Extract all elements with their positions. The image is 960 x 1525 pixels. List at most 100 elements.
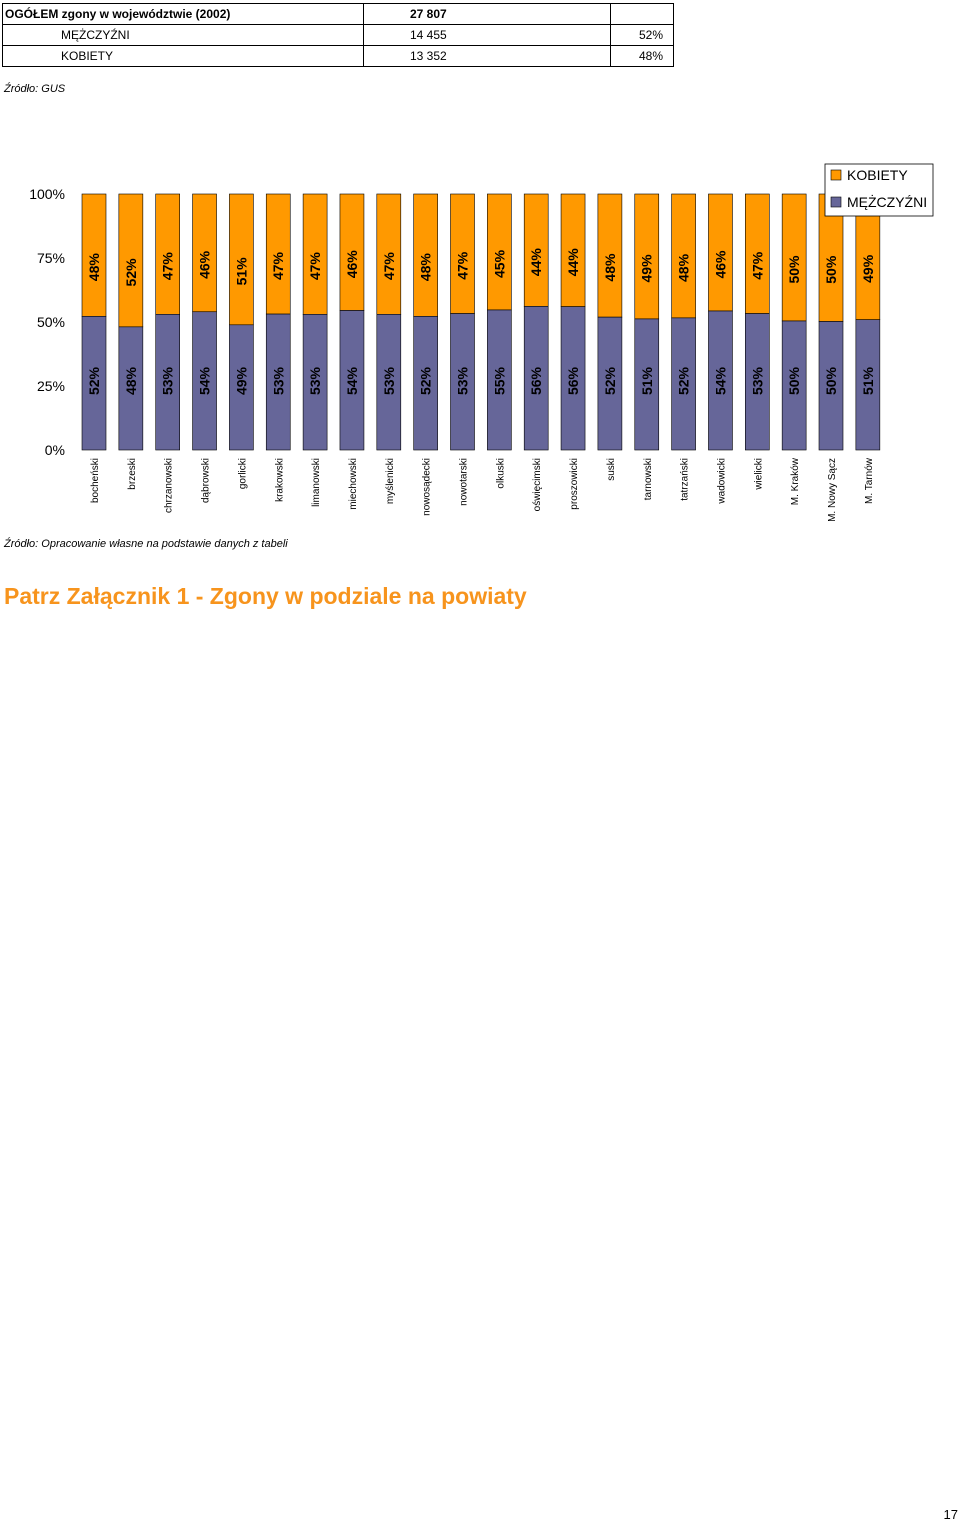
data-label-men: 51% [860, 366, 876, 395]
data-label-men: 53% [160, 366, 176, 395]
data-label-women: 50% [786, 255, 802, 284]
category-label: chrzanowski [164, 458, 175, 513]
bar-group [635, 194, 659, 450]
bar-group [598, 194, 622, 450]
category-label: proszowicki [569, 458, 580, 510]
stacked-bar-chart: 0%25%50%75%100%48%52%bocheński52%48%brze… [0, 155, 960, 525]
data-label-women: 45% [491, 249, 507, 278]
legend: KOBIETY MĘŻCZYŹNI [825, 164, 933, 216]
category-label: suski [606, 458, 617, 481]
category-label: limanowski [311, 458, 322, 507]
data-label-women: 47% [381, 252, 397, 281]
bar-group [156, 194, 180, 450]
y-tick-label: 25% [37, 378, 65, 394]
data-label-men: 55% [491, 366, 507, 395]
bar-group [266, 194, 290, 450]
data-label-women: 48% [86, 253, 102, 282]
category-label: myślenicki [385, 458, 396, 504]
bar-group [451, 194, 475, 450]
category-label: M. Kraków [790, 457, 801, 505]
data-label-men: 53% [381, 366, 397, 395]
data-label-men: 50% [786, 366, 802, 395]
category-label: olkuski [495, 458, 506, 489]
data-label-men: 53% [307, 366, 323, 395]
summary-percent: 48% [611, 46, 674, 67]
data-label-men: 49% [233, 366, 249, 395]
data-label-women: 51% [233, 257, 249, 286]
data-label-men: 53% [749, 366, 765, 395]
category-label: wadowicki [716, 458, 727, 505]
legend-swatch [831, 170, 841, 180]
category-label: miechowski [348, 458, 359, 510]
data-label-women: 47% [307, 252, 323, 281]
data-label-men: 52% [86, 366, 102, 395]
data-label-men: 54% [197, 366, 213, 395]
bar-group [119, 194, 143, 450]
data-label-men: 48% [123, 366, 139, 395]
data-label-women: 48% [676, 253, 692, 282]
category-label: dąbrowski [201, 458, 212, 503]
y-tick-label: 50% [37, 314, 65, 330]
annex-link[interactable]: Patrz Załącznik 1 - Zgony w podziale na … [4, 583, 527, 610]
y-tick-label: 100% [29, 186, 65, 202]
summary-label: OGÓŁEM zgony w województwie (2002) [3, 4, 364, 25]
bar-group [561, 194, 585, 450]
data-label-women: 46% [197, 250, 213, 279]
bar-group [524, 194, 548, 450]
data-label-women: 47% [160, 252, 176, 281]
y-tick-label: 75% [37, 250, 65, 266]
category-label: krakowski [274, 458, 285, 502]
category-label: M. Nowy Sącz [827, 458, 838, 522]
chart-source-note: Źródło: Opracowanie własne na podstawie … [4, 538, 288, 550]
summary-row-women: KOBIETY 13 352 48% [3, 46, 674, 67]
summary-value: 13 352 [364, 46, 611, 67]
data-label-men: 50% [823, 366, 839, 395]
summary-label: MĘŻCZYŹNI [3, 25, 364, 46]
data-label-men: 52% [418, 366, 434, 395]
data-label-women: 49% [860, 254, 876, 283]
data-label-men: 53% [455, 366, 471, 395]
category-label: brzeski [127, 458, 138, 490]
summary-percent: 52% [611, 25, 674, 46]
data-label-women: 49% [639, 254, 655, 283]
legend-label: MĘŻCZYŹNI [847, 193, 927, 210]
category-label: nowosądecki [422, 458, 433, 516]
category-label: nowotarski [459, 458, 470, 506]
bar-group [193, 194, 217, 450]
category-label: tarnowski [643, 458, 654, 500]
data-label-women: 47% [455, 251, 471, 280]
data-label-women: 50% [823, 255, 839, 284]
bar-group [782, 194, 806, 450]
category-label: oświęcimski [532, 458, 543, 511]
summary-table: OGÓŁEM zgony w województwie (2002) 27 80… [2, 3, 674, 67]
data-label-men: 53% [270, 366, 286, 395]
data-label-women: 47% [749, 251, 765, 280]
data-label-women: 52% [123, 258, 139, 287]
category-label: tatrzański [680, 458, 691, 501]
bar-group [487, 194, 511, 450]
bar-group [708, 194, 732, 450]
data-label-women: 48% [418, 253, 434, 282]
summary-value: 14 455 [364, 25, 611, 46]
bar-group [672, 194, 696, 450]
category-label: wielicki [753, 458, 764, 491]
summary-row-total: OGÓŁEM zgony w województwie (2002) 27 80… [3, 4, 674, 25]
data-label-women: 48% [602, 253, 618, 282]
bar-group [745, 194, 769, 450]
summary-value: 27 807 [364, 4, 611, 25]
data-label-women: 46% [344, 250, 360, 279]
category-label: gorlicki [237, 458, 248, 489]
data-label-women: 46% [712, 250, 728, 279]
y-tick-label: 0% [45, 442, 65, 458]
legend-label: KOBIETY [847, 167, 908, 183]
data-label-women: 47% [270, 251, 286, 280]
data-label-men: 52% [602, 366, 618, 395]
bar-group [819, 194, 843, 450]
summary-label: KOBIETY [3, 46, 364, 67]
summary-row-men: MĘŻCZYŹNI 14 455 52% [3, 25, 674, 46]
data-label-men: 54% [712, 366, 728, 395]
data-label-men: 54% [344, 366, 360, 395]
bar-group [414, 194, 438, 450]
bar-group [303, 194, 327, 450]
legend-swatch [831, 197, 841, 207]
